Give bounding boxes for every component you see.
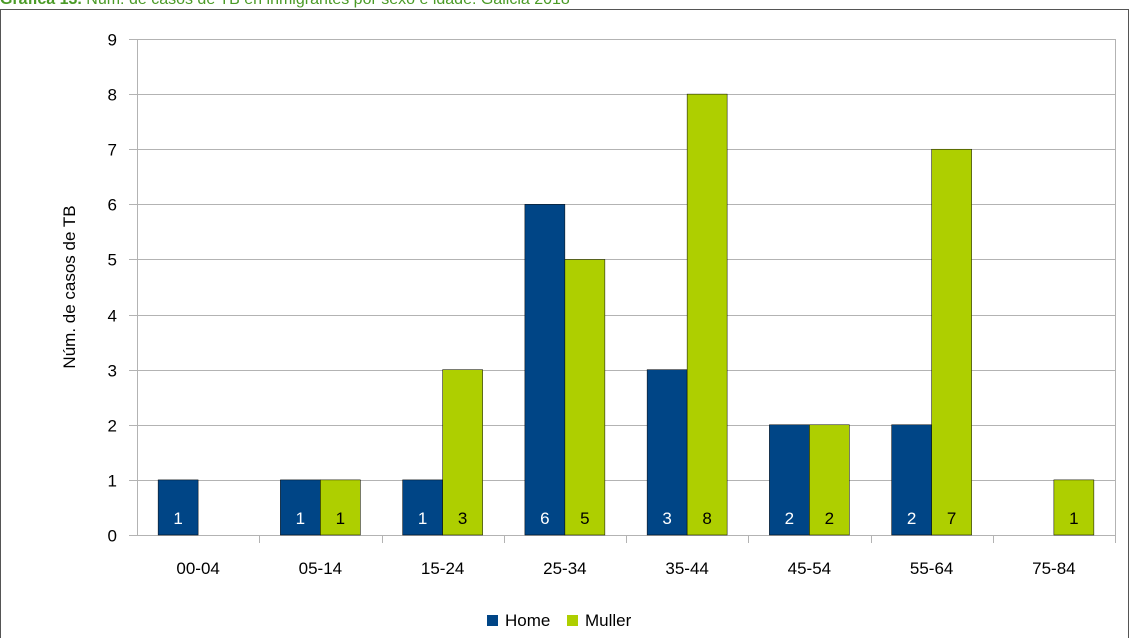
x-tick-label-00-04: 00-04	[176, 559, 219, 578]
caption-text: Núm. de casos de TB en inmigrantes por s…	[82, 0, 570, 8]
bar-muller-55-64	[931, 148, 972, 536]
x-tick-label-15-24: 15-24	[421, 559, 464, 578]
x-tick-label-05-14: 05-14	[299, 559, 342, 578]
legend-swatch-muller	[567, 615, 578, 626]
y-tick-label-0: 0	[108, 527, 117, 546]
data-label-muller-25-34: 5	[580, 509, 589, 528]
bar-muller-45-54	[809, 424, 850, 536]
data-label-muller-35-44: 8	[702, 509, 711, 528]
data-label-home-55-64: 2	[907, 509, 916, 528]
data-label-muller-05-14: 1	[336, 509, 345, 528]
legend-swatch-home	[487, 615, 498, 626]
chart-caption: Gráfica 13. Núm. de casos de TB en inmig…	[0, 0, 570, 9]
data-label-home-45-54: 2	[785, 509, 794, 528]
y-axis-title: Núm. de casos de TB	[60, 205, 79, 368]
data-label-home-05-14: 1	[296, 509, 305, 528]
y-tick-label-2: 2	[108, 417, 117, 436]
caption-lead: Gráfica 13.	[0, 0, 82, 8]
legend-label-home: Home	[505, 611, 550, 630]
y-tick-label-6: 6	[108, 196, 117, 215]
bar-muller-35-44	[686, 93, 728, 536]
bar-muller-25-34	[564, 259, 606, 536]
bar-home-45-54	[769, 424, 810, 536]
y-tick-label-7: 7	[108, 141, 117, 160]
bar-home-55-64	[891, 424, 932, 536]
y-tick-label-3: 3	[108, 362, 117, 381]
y-tick-label-5: 5	[108, 251, 117, 270]
y-tick-label-1: 1	[108, 472, 117, 491]
y-tick-label-9: 9	[108, 31, 117, 50]
bar-home-35-44	[646, 369, 688, 536]
x-tick-label-35-44: 35-44	[665, 559, 708, 578]
bar-muller-15-24	[442, 369, 483, 536]
data-label-muller-45-54: 2	[825, 509, 834, 528]
data-label-muller-15-24: 3	[458, 509, 467, 528]
x-tick-label-75-84: 75-84	[1032, 559, 1075, 578]
x-tick-label-55-64: 55-64	[910, 559, 953, 578]
bar-home-00-04	[157, 479, 199, 536]
data-label-home-35-44: 3	[662, 509, 671, 528]
x-tick-label-25-34: 25-34	[543, 559, 586, 578]
bar-home-25-34	[524, 204, 566, 536]
bar-muller-75-84	[1053, 479, 1095, 536]
data-label-home-25-34: 6	[540, 509, 549, 528]
data-label-muller-75-84: 1	[1069, 509, 1078, 528]
bar-muller-05-14	[320, 479, 361, 536]
data-label-home-00-04: 1	[173, 509, 182, 528]
legend-label-muller: Muller	[585, 611, 632, 630]
bar-home-15-24	[402, 479, 443, 536]
x-tick-label-45-54: 45-54	[788, 559, 831, 578]
data-label-muller-55-64: 7	[947, 509, 956, 528]
y-tick-label-4: 4	[108, 307, 117, 326]
data-label-home-15-24: 1	[418, 509, 427, 528]
chart-frame	[0, 9, 1129, 638]
y-tick-label-8: 8	[108, 86, 117, 105]
